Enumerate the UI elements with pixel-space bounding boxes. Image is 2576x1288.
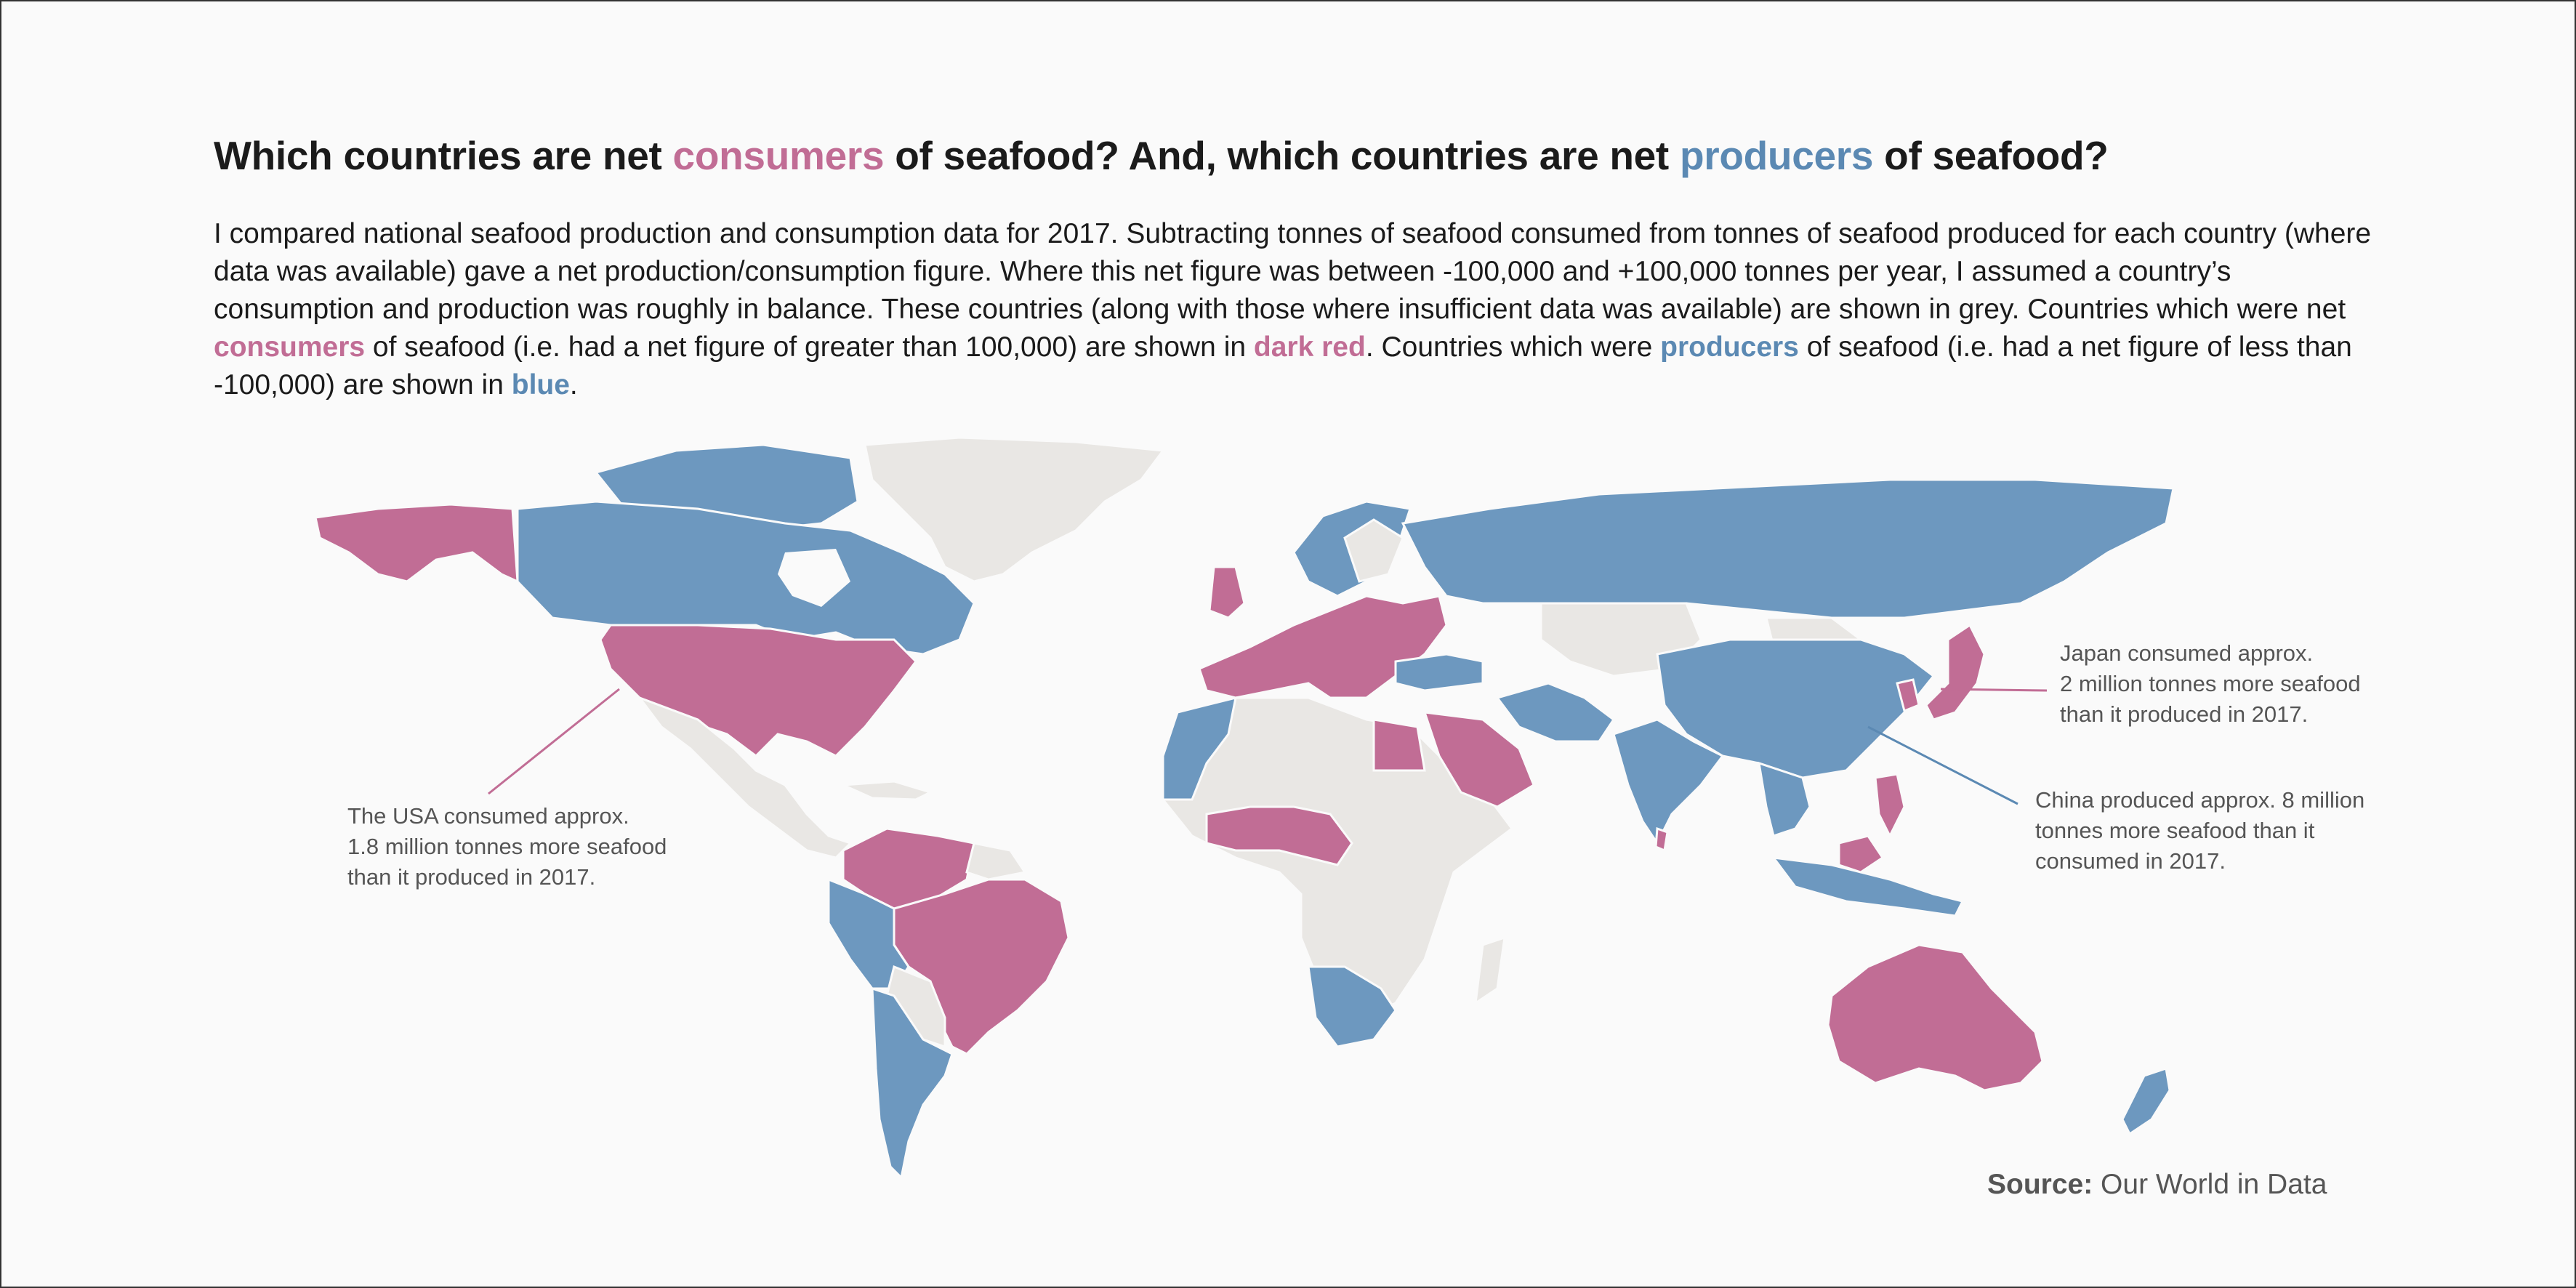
south-korea [1896,678,1920,713]
turkey [1394,653,1484,692]
colombia-venezuela [842,827,975,910]
australia [1827,943,2044,1092]
caribbean [842,780,934,801]
saudi-arabia [1422,711,1535,808]
iran-pakistan [1495,682,1616,743]
title-consumers: consumers [672,133,885,178]
united-states [599,624,917,757]
japan [1925,623,1986,721]
intro-paragraph: I compared national seafood production a… [214,215,2394,404]
title-producers: producers [1679,133,1874,178]
egypt [1372,718,1426,772]
intro-consumers: consumers [214,331,366,363]
west-africa [1205,805,1353,866]
southeast-asia [1758,761,1811,837]
usa-annotation: The USA consumed approx. 1.8 million ton… [347,803,667,890]
sri-lanka [1654,826,1669,853]
greenland [864,436,1165,583]
usa-callout-line [488,688,620,795]
philippines [1874,773,1906,839]
intro-producers: producers [1660,331,1799,363]
title-text: of seafood? [1873,133,2109,178]
alaska [314,503,519,584]
source-text: Our World in Data [2093,1169,2327,1200]
china-annotation: China produced approx. 8 million tonnes … [2035,787,2365,874]
intro-text: of seafood (i.e. had a net figure of gre… [365,331,1254,363]
western-europe [1198,595,1448,699]
india [1612,718,1725,845]
uk-ireland [1208,565,1246,619]
title-text: Which countries are net [214,133,673,178]
intro-text: I compared national seafood production a… [214,218,2372,325]
japan-callout-line [1940,688,2048,692]
intro-text: . Countries which were [1365,331,1661,363]
sweden-finland [1343,518,1404,583]
intro-text: . [569,369,578,401]
chile-argentina [871,986,954,1180]
hudson-bay [778,549,850,607]
intro-dark-red: dark red [1253,331,1366,363]
guianas [965,842,1027,881]
page-title: Which countries are net consumers of sea… [214,132,2109,179]
intro-text: of seafood (i.e. had a net figure of les… [214,331,2352,401]
source-label: Source: [1987,1169,2093,1200]
southern-africa [1307,965,1397,1048]
malaysia [1838,834,1885,874]
morocco [1162,696,1237,801]
new-zealand [2121,1067,2171,1136]
source-credit: Source: Our World in Data [1987,1169,2327,1201]
title-text: of seafood? And, which countries are net [884,133,1680,178]
china-callout-line [1867,725,2018,805]
madagascar [1474,935,1506,1006]
intro-blue: blue [511,369,570,401]
russia [1401,478,2175,619]
china [1656,638,1936,779]
japan-annotation: Japan consumed approx. 2 million tonnes … [2060,640,2361,727]
